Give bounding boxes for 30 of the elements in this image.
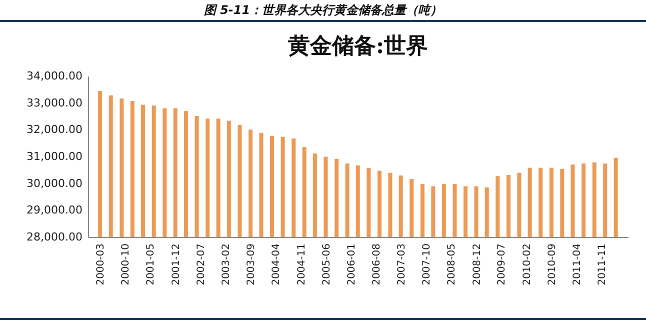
x-tick-label: 2001-12 [170,244,182,286]
x-tick-label: 2002-07 [196,244,207,286]
y-tick-label: 28,000.00 [26,230,82,244]
y-tick-label: 29,000.00 [26,204,82,217]
x-tick-label: 2005-06 [321,244,332,286]
y-tick-label: 32,000.00 [26,123,82,136]
x-tick-label: 2010-09 [546,244,558,286]
x-tick-label: 2007-03 [396,244,408,286]
x-tick-label: 2000-10 [120,244,132,286]
x-tick-label: 2001-05 [146,244,157,286]
x-tick-label: 2006-08 [371,244,382,286]
y-tick-label: 33,000.00 [26,96,82,110]
x-tick-label: 2010-02 [522,244,534,286]
x-tick-label: 2004-04 [271,244,282,286]
x-tick-label: 2003-09 [246,244,258,286]
x-tick-label: 2006-01 [346,244,358,286]
x-tick-label: 2007-10 [422,244,433,286]
x-tick-label: 2009-07 [496,244,508,286]
y-tick-label: 31,000.00 [26,150,82,163]
x-tick-label: 2011-04 [572,244,583,286]
y-tick-label: 30,000.00 [26,176,82,190]
x-tick-label: 2004-11 [296,244,308,286]
x-tick-label: 2000-03 [96,244,107,286]
x-tick-label: 2008-12 [472,244,483,286]
x-tick-label: 2008-05 [446,244,458,286]
x-tick-label: 2003-02 [221,244,232,286]
chart-title: 黄金储备:世界 [286,33,428,59]
x-tick-label: 2011-11 [597,244,608,286]
caption: 图 5-11：世界各大央行黄金储备总量（吨） [202,2,444,19]
y-tick-label: 34,000.00 [26,70,82,82]
